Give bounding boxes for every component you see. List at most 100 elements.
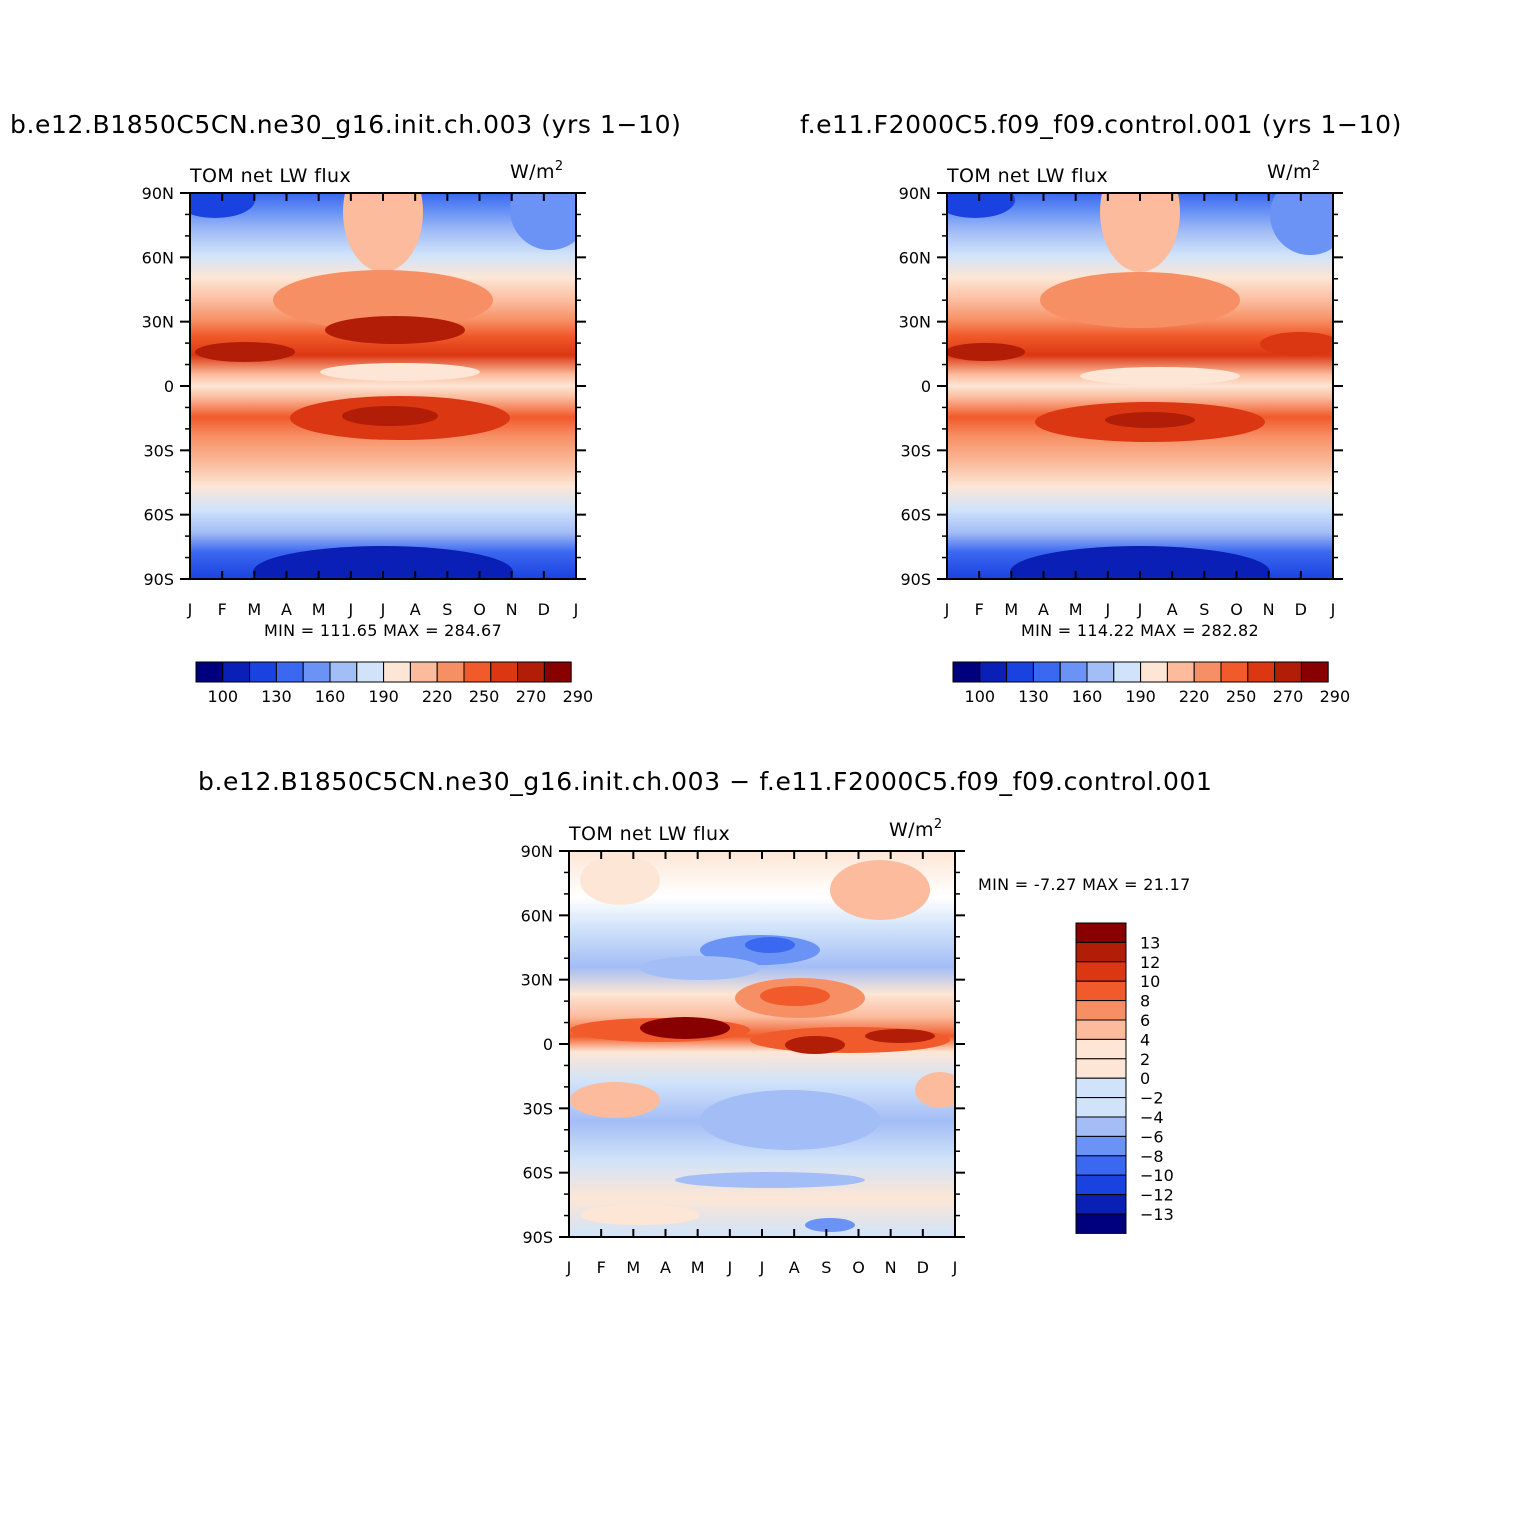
colorbar-swatch [1059,661,1088,683]
colorbar-label: 270 [516,687,547,706]
colorbar-label: −8 [1140,1147,1164,1166]
right-stats: MIN = 114.22 MAX = 282.82 [1021,621,1259,640]
right-ticks: J F M A M J J A S O N D J 90N 60N 30N 0 30S 60S 90S [899,184,1343,619]
colorbar-swatch [275,661,304,683]
diff-contour-field [569,851,955,1237]
x-tick-label: M [247,600,261,619]
y-tick-label: 30S [143,441,174,460]
left-units: W/m2 [510,159,564,183]
colorbar-label: 290 [1320,687,1351,706]
right-colorbar: 100 130 160 190 220 250 270 290 [952,661,1351,706]
colorbar-swatch [409,661,438,683]
x-tick-label: J [759,1258,765,1277]
colorbar-swatch [490,661,519,683]
x-tick-label: D [1295,600,1307,619]
left-colorbar: 100 130 160 190 220 250 270 290 [195,661,594,706]
x-tick-label: D [917,1258,929,1277]
colorbar-label: 10 [1140,972,1160,991]
colorbar-label: 250 [469,687,500,706]
colorbar-swatch [195,661,224,683]
colorbar-label: 2 [1140,1050,1150,1069]
colorbar-swatch [1274,661,1302,683]
left-panel: TOM net LW flux W/m2 J F M A M J J A S O N D J 90N 60N… [142,159,594,706]
colorbar-swatch [302,661,331,683]
x-tick-label: S [1199,600,1209,619]
colorbar-swatch [1113,661,1142,683]
colorbar-swatch [436,661,465,683]
y-tick-label: 60N [142,248,174,267]
colorbar-label: 130 [261,687,292,706]
y-tick-label: 90S [522,1228,553,1247]
y-tick-label: 60S [143,506,174,525]
colorbar-swatch [383,661,411,683]
colorbar-swatch [1166,661,1195,683]
colorbar-swatch [1075,961,1127,982]
y-tick-label: 60S [900,506,931,525]
colorbar-swatch [1075,1000,1127,1021]
y-tick-label: 30N [142,313,174,332]
x-tick-label: N [506,600,518,619]
y-tick-label: 30N [899,313,931,332]
diff-panel-title: b.e12.B1850C5CN.ne30_g16.init.ch.003 − f… [198,767,1213,796]
colorbar-label: 130 [1018,687,1049,706]
x-tick-label: F [597,1258,606,1277]
y-tick-label: 0 [164,377,174,396]
x-tick-label: M [691,1258,705,1277]
x-tick-label: J [1137,600,1143,619]
colorbar-label: 190 [368,687,399,706]
colorbar-swatch [1075,980,1127,1002]
colorbar-label: −2 [1140,1089,1164,1108]
x-tick-label: A [660,1258,671,1277]
diff-panel: TOM net LW flux W/m2 J F M A M J J A S O N D J 90N 60N… [521,817,1191,1277]
x-tick-label: A [410,600,421,619]
colorbar-label: 290 [563,687,594,706]
x-tick-label: M [1004,600,1018,619]
colorbar-swatch [356,661,385,683]
colorbar-label: 13 [1140,933,1160,952]
colorbar-label: −13 [1140,1205,1174,1224]
x-tick-label: S [821,1258,831,1277]
x-tick-label: J [944,600,950,619]
x-tick-label: J [187,600,193,619]
diff-stats: MIN = -7.27 MAX = 21.17 [978,875,1191,894]
colorbar-swatch [1075,1194,1127,1215]
right-contour-field [947,193,1333,579]
colorbar-label: 4 [1140,1030,1150,1049]
colorbar-swatch [543,661,572,683]
y-tick-label: 30S [522,1099,553,1118]
colorbar-swatch [1075,1097,1127,1118]
y-tick-label: 30N [521,971,553,990]
x-tick-label: M [626,1258,640,1277]
colorbar-swatch [1075,941,1127,963]
x-tick-label: F [218,600,227,619]
x-tick-label: A [1038,600,1049,619]
left-ticks: J F M A M J J A S O N D J 90N 60N 30N 0 30S 60S 90S [142,184,586,619]
colorbar-swatch [1075,1019,1127,1040]
x-tick-label: F [975,600,984,619]
y-tick-label: 60S [522,1164,553,1183]
y-tick-label: 90N [142,184,174,203]
colorbar-swatch [1086,661,1115,683]
x-tick-label: O [1230,600,1243,619]
x-tick-label: J [573,600,579,619]
right-panel-title: f.e11.F2000C5.f09_f09.control.001 (yrs 1… [800,110,1402,139]
left-contour-field [190,193,576,579]
colorbar-swatch [1300,661,1329,683]
colorbar-swatch [979,661,1008,683]
right-units: W/m2 [1267,159,1321,183]
x-tick-label: J [726,1258,732,1277]
colorbar-label: 6 [1140,1011,1150,1030]
x-tick-label: J [952,1258,958,1277]
colorbar-swatch [222,661,251,683]
x-tick-label: J [347,600,353,619]
colorbar-label: 0 [1140,1069,1150,1088]
x-tick-label: J [1104,600,1110,619]
y-tick-label: 0 [543,1035,553,1054]
colorbar-swatch [1075,1038,1127,1060]
colorbar-swatch [952,661,981,683]
x-tick-label: J [1330,600,1336,619]
colorbar-swatch [1075,1077,1127,1099]
x-tick-label: N [885,1258,897,1277]
